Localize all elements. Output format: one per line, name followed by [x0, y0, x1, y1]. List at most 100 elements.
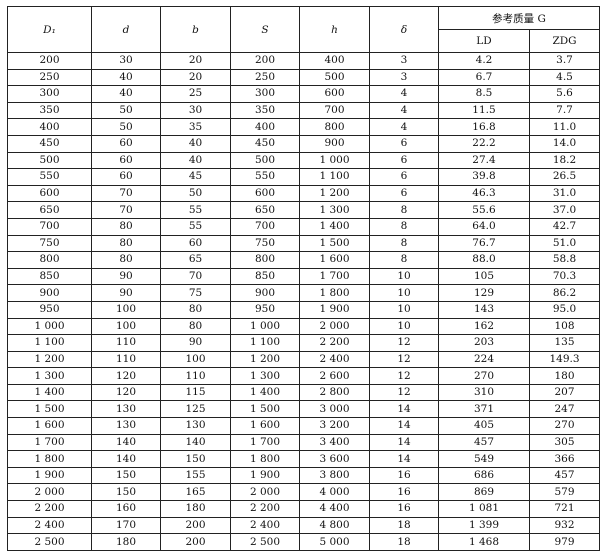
table-cell: 8	[369, 217, 439, 236]
table-cell: 1 800	[299, 284, 370, 302]
table-cell: 90	[160, 334, 231, 352]
table-row: 1 000 100 80 1 000 2 000 10 162 108	[7, 317, 601, 336]
table-cell: 1 800	[7, 450, 92, 468]
table-cell: 70	[91, 184, 161, 203]
table-cell: 14	[369, 417, 439, 435]
table-cell: 2 200	[230, 500, 300, 518]
table-cell: 100	[160, 350, 231, 369]
header-h: h	[299, 6, 370, 53]
table-cell: 1 400	[7, 383, 92, 402]
table-cell: 400	[7, 118, 92, 136]
table-cell: 4	[369, 85, 439, 103]
table-cell: 3	[369, 68, 439, 87]
table-cell: 60	[160, 234, 231, 253]
table-cell: 80	[160, 317, 231, 336]
table-cell: 200	[160, 533, 231, 551]
table-cell: 50	[91, 118, 161, 136]
table-cell: 80	[160, 300, 231, 319]
table-cell: 6	[369, 184, 439, 203]
table-cell: 750	[7, 234, 92, 253]
table-cell: 8	[369, 201, 439, 219]
dimension-table: D₁ d b S h δ 参考质量 G LD ZDG 200 30 20 200 400…	[7, 6, 601, 551]
table-cell: 100	[91, 300, 161, 319]
table-cell: 130	[91, 400, 161, 419]
table-cell: 650	[230, 201, 300, 219]
table-cell: 130	[160, 417, 231, 435]
table-cell: 2 400	[230, 516, 300, 535]
table-cell: 12	[369, 367, 439, 385]
table-cell: 3 000	[299, 400, 370, 419]
table-cell: 721	[528, 500, 601, 518]
table-row: 2 000 150 165 2 000 4 000 16 869 579	[7, 483, 601, 502]
table-cell: 1 300	[299, 201, 370, 219]
table-cell: 1 200	[230, 350, 300, 369]
header-d: d	[91, 6, 161, 53]
table-cell: 22.2	[438, 134, 530, 153]
table-cell: 155	[160, 466, 231, 485]
table-cell: 60	[91, 168, 161, 186]
table-cell: 457	[438, 433, 530, 452]
table-cell: 120	[91, 367, 161, 385]
table-cell: 2 000	[299, 317, 370, 336]
table-cell: 350	[7, 101, 92, 120]
table-cell: 2 500	[230, 533, 300, 551]
table-cell: 400	[299, 52, 370, 70]
table-cell: 700	[7, 217, 92, 236]
table-cell: 1 600	[299, 251, 370, 269]
table-cell: 150	[91, 466, 161, 485]
table-cell: 405	[438, 417, 530, 435]
table-cell: 140	[160, 433, 231, 452]
table-cell: 1 500	[230, 400, 300, 419]
table-cell: 1 200	[7, 350, 92, 369]
table-cell: 12	[369, 334, 439, 352]
table-cell: 979	[528, 533, 601, 551]
table-cell: 180	[528, 367, 601, 385]
table-cell: 3 600	[299, 450, 370, 468]
table-row: 250 40 20 250 500 3 6.7 4.5	[7, 68, 601, 87]
table-cell: 16	[369, 500, 439, 518]
table-cell: 650	[7, 201, 92, 219]
table-cell: 200	[7, 52, 92, 70]
table-cell: 110	[91, 350, 161, 369]
table-cell: 18.2	[528, 151, 601, 170]
table-cell: 4 000	[299, 483, 370, 502]
table-cell: 8	[369, 251, 439, 269]
table-cell: 800	[299, 118, 370, 136]
table-cell: 366	[528, 450, 601, 468]
table-cell: 20	[160, 52, 231, 70]
table-cell: 46.3	[438, 184, 530, 203]
table-cell: 140	[91, 433, 161, 452]
table-cell: 550	[230, 168, 300, 186]
table-cell: 4.5	[528, 68, 601, 87]
table-cell: 8	[369, 234, 439, 253]
table-cell: 250	[230, 68, 300, 87]
table-row: 850 90 70 850 1 700 10 105 70.3	[7, 267, 601, 286]
table-row: 300 40 25 300 600 4 8.5 5.6	[7, 85, 601, 103]
table-cell: 1 400	[299, 217, 370, 236]
table-cell: 55.6	[438, 201, 530, 219]
table-cell: 39.8	[438, 168, 530, 186]
table-cell: 203	[438, 334, 530, 352]
table-cell: 31.0	[528, 184, 601, 203]
table-cell: 42.7	[528, 217, 601, 236]
table-cell: 1 100	[299, 168, 370, 186]
table-cell: 3	[369, 52, 439, 70]
table-cell: 686	[438, 466, 530, 485]
table-row: 350 50 30 350 700 4 11.5 7.7	[7, 101, 601, 120]
table-cell: 6	[369, 134, 439, 153]
table-cell: 64.0	[438, 217, 530, 236]
table-cell: 869	[438, 483, 530, 502]
table-row: 1 300 120 110 1 300 2 600 12 270 180	[7, 367, 601, 385]
header-d1: D₁	[7, 6, 92, 53]
table-cell: 58.8	[528, 251, 601, 269]
table-cell: 600	[7, 184, 92, 203]
table-cell: 932	[528, 516, 601, 535]
table-cell: 1 700	[7, 433, 92, 452]
table-cell: 200	[230, 52, 300, 70]
table-cell: 3 200	[299, 417, 370, 435]
table-cell: 6	[369, 168, 439, 186]
table-cell: 80	[91, 217, 161, 236]
table-cell: 1 399	[438, 516, 530, 535]
table-cell: 105	[438, 267, 530, 286]
table-cell: 6	[369, 151, 439, 170]
